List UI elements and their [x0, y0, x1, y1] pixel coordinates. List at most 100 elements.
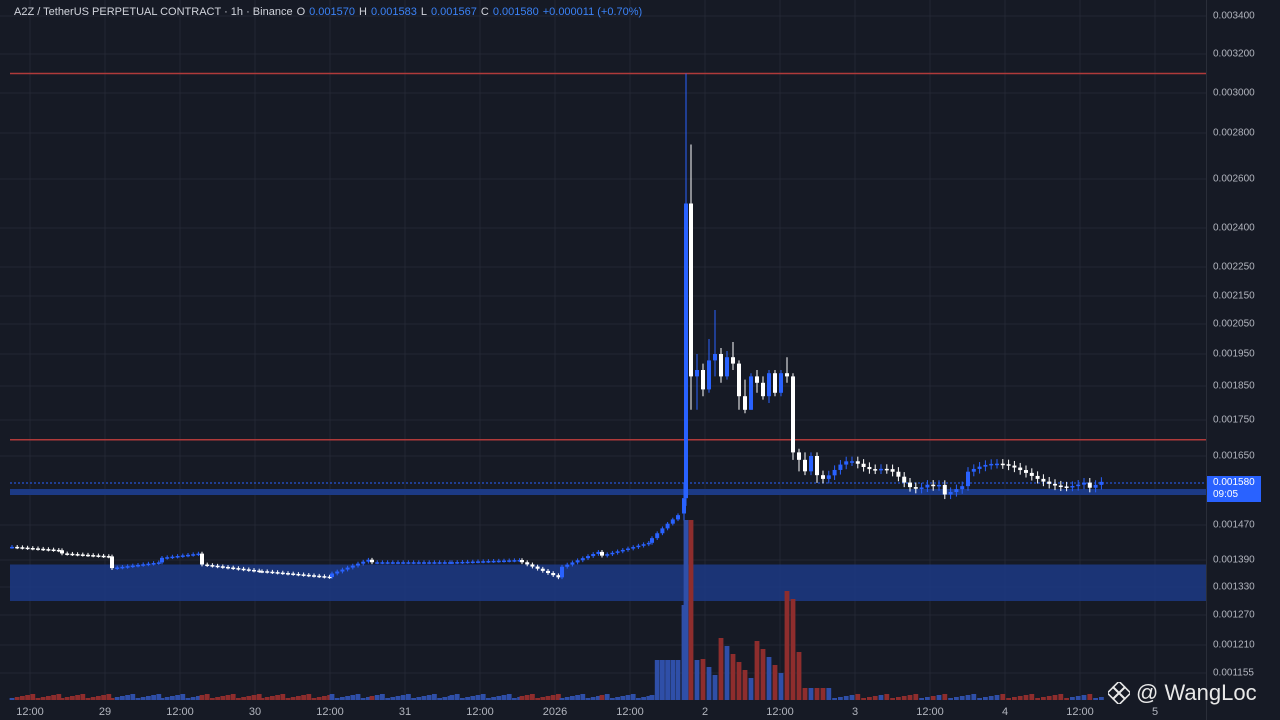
volume-bar [556, 694, 561, 700]
candle-body [591, 553, 596, 557]
candle-body [350, 565, 355, 568]
volume-bar [1012, 697, 1017, 700]
volume-bar [878, 695, 884, 700]
candle-body [1047, 481, 1052, 484]
close-label: C [480, 6, 489, 18]
candle-body [280, 572, 285, 575]
candle-body [470, 561, 475, 564]
chart-canvas[interactable] [0, 0, 1206, 720]
volume-bar [1070, 697, 1075, 700]
volume-bar [75, 695, 80, 700]
candle-body [416, 562, 421, 564]
price-tick: 0.001750 [1213, 414, 1255, 426]
candle-body [286, 573, 290, 575]
volume-bar [954, 697, 959, 700]
price-axis[interactable]: 0.003400 0.003200 0.003000 0.002800 0.002600… [1206, 0, 1280, 720]
volume-bar [230, 694, 236, 700]
candle-body [636, 545, 641, 548]
volume-bar [460, 698, 465, 700]
volume-bar [820, 688, 826, 700]
volume-bar [125, 695, 130, 700]
candle-body [275, 572, 280, 574]
volume-bar [259, 698, 265, 700]
time-tick: 31 [398, 706, 412, 718]
candle-body [422, 562, 426, 564]
time-tick: 12:00 [916, 706, 944, 718]
volume-bar [901, 696, 907, 700]
volume-bar [96, 696, 101, 700]
candle-body [270, 571, 275, 574]
candle-body [676, 515, 680, 520]
volume-bar [896, 697, 901, 700]
candle-body [220, 566, 225, 568]
candle-body [560, 566, 564, 578]
candle-body [356, 563, 360, 566]
volume-bar [246, 696, 252, 700]
open-value: 0.001570 [309, 6, 356, 18]
volume-bar [736, 662, 742, 700]
volume-bar [670, 660, 676, 700]
price-tick: 0.003400 [1213, 10, 1255, 22]
volume-bar [1052, 695, 1058, 700]
volume-bar [907, 695, 913, 700]
candle-body [411, 562, 416, 564]
volume-bar [1017, 696, 1023, 700]
volume-bar [654, 660, 660, 700]
volume-bar [649, 695, 655, 700]
volume-bar [641, 697, 646, 700]
candle-body [925, 484, 930, 488]
current-price: 0.001580 [1213, 477, 1255, 488]
candle-body [30, 548, 35, 550]
volume-bar [385, 698, 390, 700]
candle-body [707, 360, 711, 390]
candle-body [525, 562, 530, 565]
volume-bar [486, 698, 491, 700]
candle-body [942, 484, 947, 495]
candle-body [296, 573, 301, 576]
candle-body [908, 482, 912, 488]
candle-body [91, 555, 96, 557]
volume-bar [936, 695, 942, 700]
candle-body [695, 370, 699, 377]
volume-bar [808, 688, 814, 700]
volume-bar [345, 696, 350, 700]
volume-bar [925, 697, 930, 700]
volume-bar [802, 688, 808, 700]
volume-bar [545, 696, 551, 700]
candle-body [1070, 486, 1075, 488]
candle-body [385, 562, 390, 564]
volume-bar [465, 697, 470, 700]
price-tick: 0.001390 [1213, 554, 1255, 566]
candle-body [46, 549, 51, 551]
volume-bar [965, 695, 971, 700]
candle-body [246, 569, 251, 571]
volume-bar [20, 696, 25, 700]
candle-body [1064, 486, 1069, 488]
candle-body [890, 469, 895, 472]
candle-body [361, 561, 366, 564]
candle-body [596, 551, 601, 554]
candle-body [60, 550, 64, 554]
candle-body [626, 548, 630, 551]
candle-body [689, 203, 693, 377]
volume-bar [754, 641, 760, 700]
volume-bar [1093, 698, 1098, 700]
volume-bar [85, 698, 91, 700]
volume-bar [196, 696, 201, 700]
volume-bar [290, 697, 296, 700]
candle-body [873, 469, 878, 471]
candle-body [620, 549, 625, 552]
volume-bar [59, 698, 65, 700]
candle-body [983, 464, 988, 467]
volume-bar [580, 694, 586, 700]
candle-body [1053, 483, 1057, 486]
volume-bar [449, 695, 455, 700]
volume-bar [374, 695, 380, 700]
candle-body [496, 560, 501, 563]
volume-bar [426, 695, 432, 700]
candle-body [322, 576, 327, 578]
volume-bar [838, 697, 843, 700]
candle-body [156, 562, 161, 564]
candle-body [442, 562, 447, 564]
